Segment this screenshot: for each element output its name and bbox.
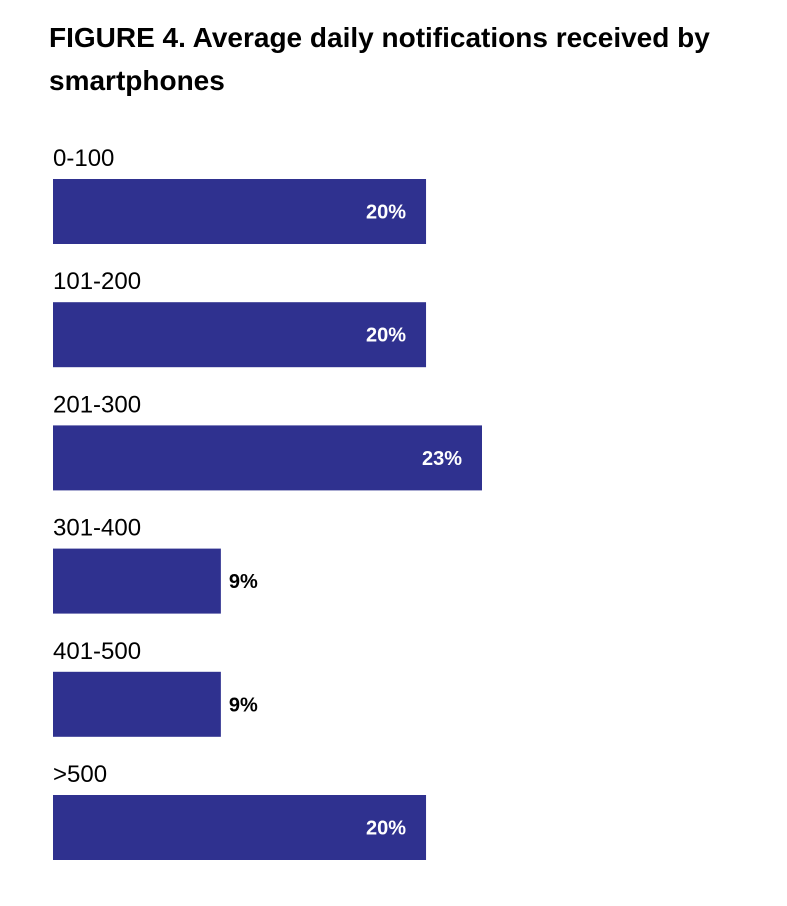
category-label: 101-200 xyxy=(53,268,141,295)
category-label: >500 xyxy=(53,761,107,788)
value-label: 9% xyxy=(229,694,258,716)
category-label: 301-400 xyxy=(53,515,141,542)
bar xyxy=(53,795,427,860)
category-label: 201-300 xyxy=(53,391,141,418)
bar xyxy=(53,179,427,244)
bar xyxy=(53,302,427,368)
category-label: 401-500 xyxy=(53,638,141,665)
value-label: 9% xyxy=(229,571,258,593)
value-label: 20% xyxy=(366,325,406,347)
bar xyxy=(53,425,482,491)
value-label: 20% xyxy=(366,202,406,224)
value-label: 20% xyxy=(366,818,406,840)
bar xyxy=(53,671,221,737)
figure-title: FIGURE 4. Average daily notifications re… xyxy=(49,22,710,96)
bar xyxy=(53,548,221,614)
value-label: 23% xyxy=(422,448,462,470)
category-label: 0-100 xyxy=(53,145,114,172)
